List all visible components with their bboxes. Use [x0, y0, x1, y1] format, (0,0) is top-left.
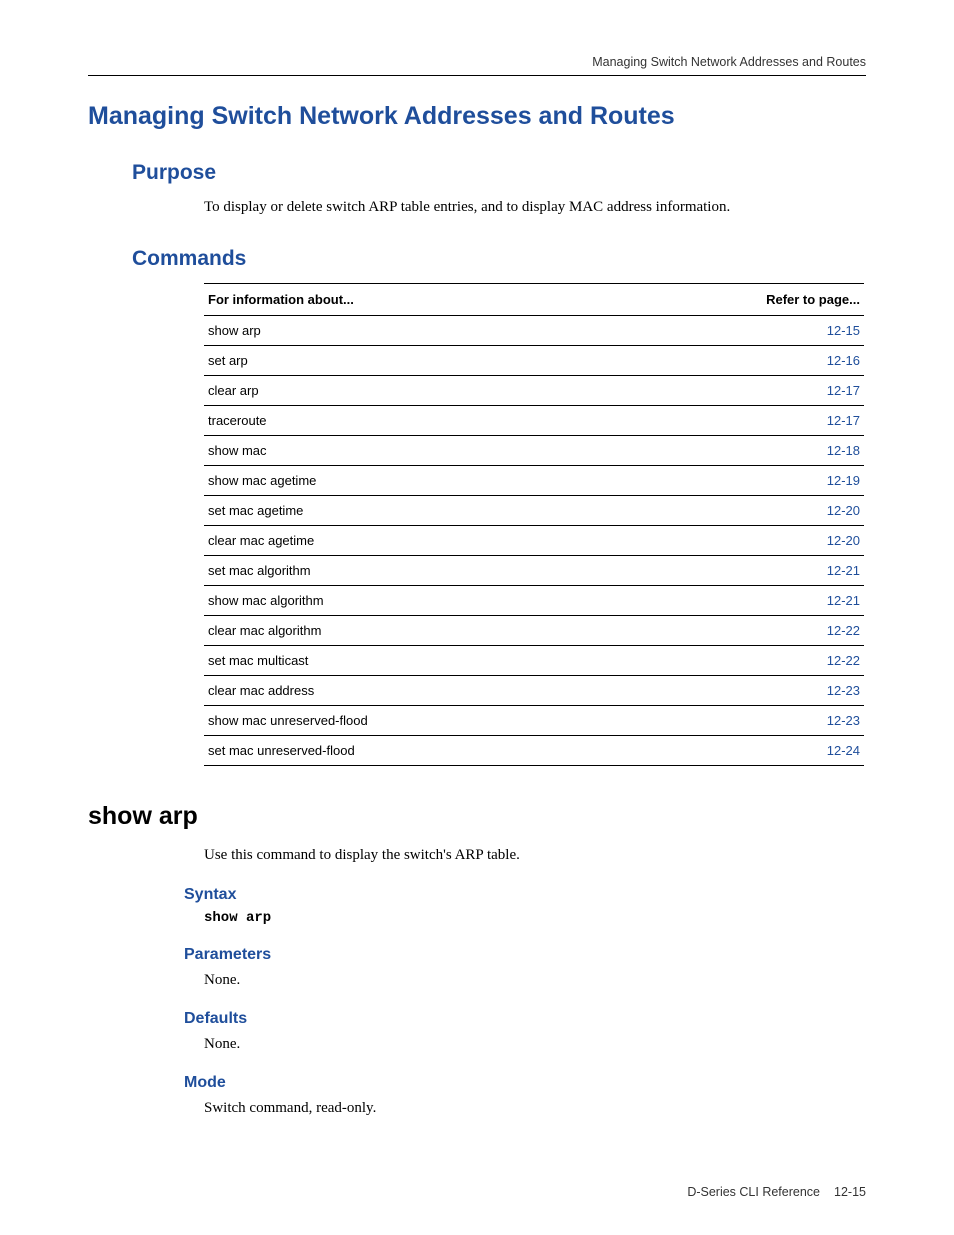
syntax-heading: Syntax [184, 886, 866, 904]
table-row: traceroute12-17 [204, 406, 864, 436]
table-row: clear mac algorithm12-22 [204, 616, 864, 646]
table-row: show arp12-15 [204, 316, 864, 346]
table-header-left: For information about... [204, 284, 615, 316]
footer-page: 12-15 [834, 1185, 866, 1199]
page-title: Managing Switch Network Addresses and Ro… [88, 102, 866, 131]
table-row: show mac unreserved-flood12-23 [204, 706, 864, 736]
command-label: clear mac address [204, 676, 615, 706]
table-row: clear mac address12-23 [204, 676, 864, 706]
mode-body: Switch command, read-only. [204, 1098, 866, 1118]
purpose-body: To display or delete switch ARP table en… [204, 197, 866, 217]
table-row: set mac algorithm12-21 [204, 556, 864, 586]
page-ref-link[interactable]: 12-17 [615, 376, 865, 406]
page: Managing Switch Network Addresses and Ro… [0, 0, 954, 1235]
command-heading: show arp [88, 802, 866, 831]
page-ref-link[interactable]: 12-17 [615, 406, 865, 436]
page-ref-link[interactable]: 12-23 [615, 706, 865, 736]
command-label: show mac agetime [204, 466, 615, 496]
page-ref-link[interactable]: 12-24 [615, 736, 865, 766]
page-ref-link[interactable]: 12-22 [615, 646, 865, 676]
parameters-heading: Parameters [184, 946, 866, 964]
page-ref-link[interactable]: 12-23 [615, 676, 865, 706]
command-label: set mac unreserved-flood [204, 736, 615, 766]
commands-heading: Commands [132, 247, 866, 271]
page-ref-link[interactable]: 12-21 [615, 556, 865, 586]
page-ref-link[interactable]: 12-20 [615, 526, 865, 556]
page-ref-link[interactable]: 12-15 [615, 316, 865, 346]
page-footer: D-Series CLI Reference 12-15 [687, 1185, 866, 1199]
page-ref-link[interactable]: 12-19 [615, 466, 865, 496]
syntax-code: show arp [204, 910, 866, 926]
mode-heading: Mode [184, 1074, 866, 1092]
command-label: traceroute [204, 406, 615, 436]
table-header-right: Refer to page... [615, 284, 865, 316]
parameters-body: None. [204, 970, 866, 990]
command-label: clear mac algorithm [204, 616, 615, 646]
table-row: set mac agetime12-20 [204, 496, 864, 526]
defaults-heading: Defaults [184, 1010, 866, 1028]
command-label: clear arp [204, 376, 615, 406]
command-label: set arp [204, 346, 615, 376]
table-row: set arp12-16 [204, 346, 864, 376]
table-row: show mac12-18 [204, 436, 864, 466]
command-label: set mac agetime [204, 496, 615, 526]
table-row: clear mac agetime12-20 [204, 526, 864, 556]
table-row: set mac multicast12-22 [204, 646, 864, 676]
page-ref-link[interactable]: 12-22 [615, 616, 865, 646]
page-ref-link[interactable]: 12-18 [615, 436, 865, 466]
purpose-heading: Purpose [132, 161, 866, 185]
table-header-row: For information about... Refer to page..… [204, 284, 864, 316]
table-row: show mac algorithm12-21 [204, 586, 864, 616]
running-head: Managing Switch Network Addresses and Ro… [88, 55, 866, 76]
command-description: Use this command to display the switch's… [204, 845, 866, 865]
page-ref-link[interactable]: 12-21 [615, 586, 865, 616]
table-row: show mac agetime12-19 [204, 466, 864, 496]
command-label: clear mac agetime [204, 526, 615, 556]
page-ref-link[interactable]: 12-20 [615, 496, 865, 526]
command-label: show arp [204, 316, 615, 346]
command-label: show mac algorithm [204, 586, 615, 616]
footer-doc: D-Series CLI Reference [687, 1185, 820, 1199]
commands-table: For information about... Refer to page..… [204, 283, 864, 766]
table-row: set mac unreserved-flood12-24 [204, 736, 864, 766]
command-label: set mac algorithm [204, 556, 615, 586]
table-row: clear arp12-17 [204, 376, 864, 406]
defaults-body: None. [204, 1034, 866, 1054]
command-label: show mac unreserved-flood [204, 706, 615, 736]
page-ref-link[interactable]: 12-16 [615, 346, 865, 376]
command-label: set mac multicast [204, 646, 615, 676]
command-label: show mac [204, 436, 615, 466]
